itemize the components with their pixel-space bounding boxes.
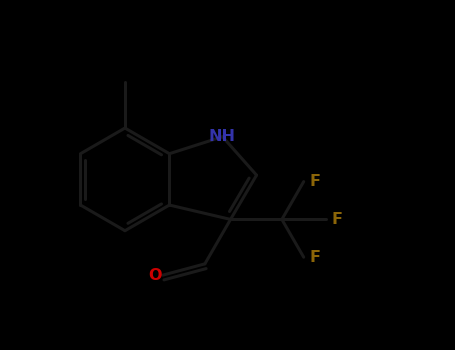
- Text: F: F: [332, 212, 343, 227]
- Text: O: O: [148, 268, 162, 283]
- Text: F: F: [310, 250, 321, 265]
- Text: F: F: [310, 174, 321, 189]
- Text: NH: NH: [209, 129, 236, 144]
